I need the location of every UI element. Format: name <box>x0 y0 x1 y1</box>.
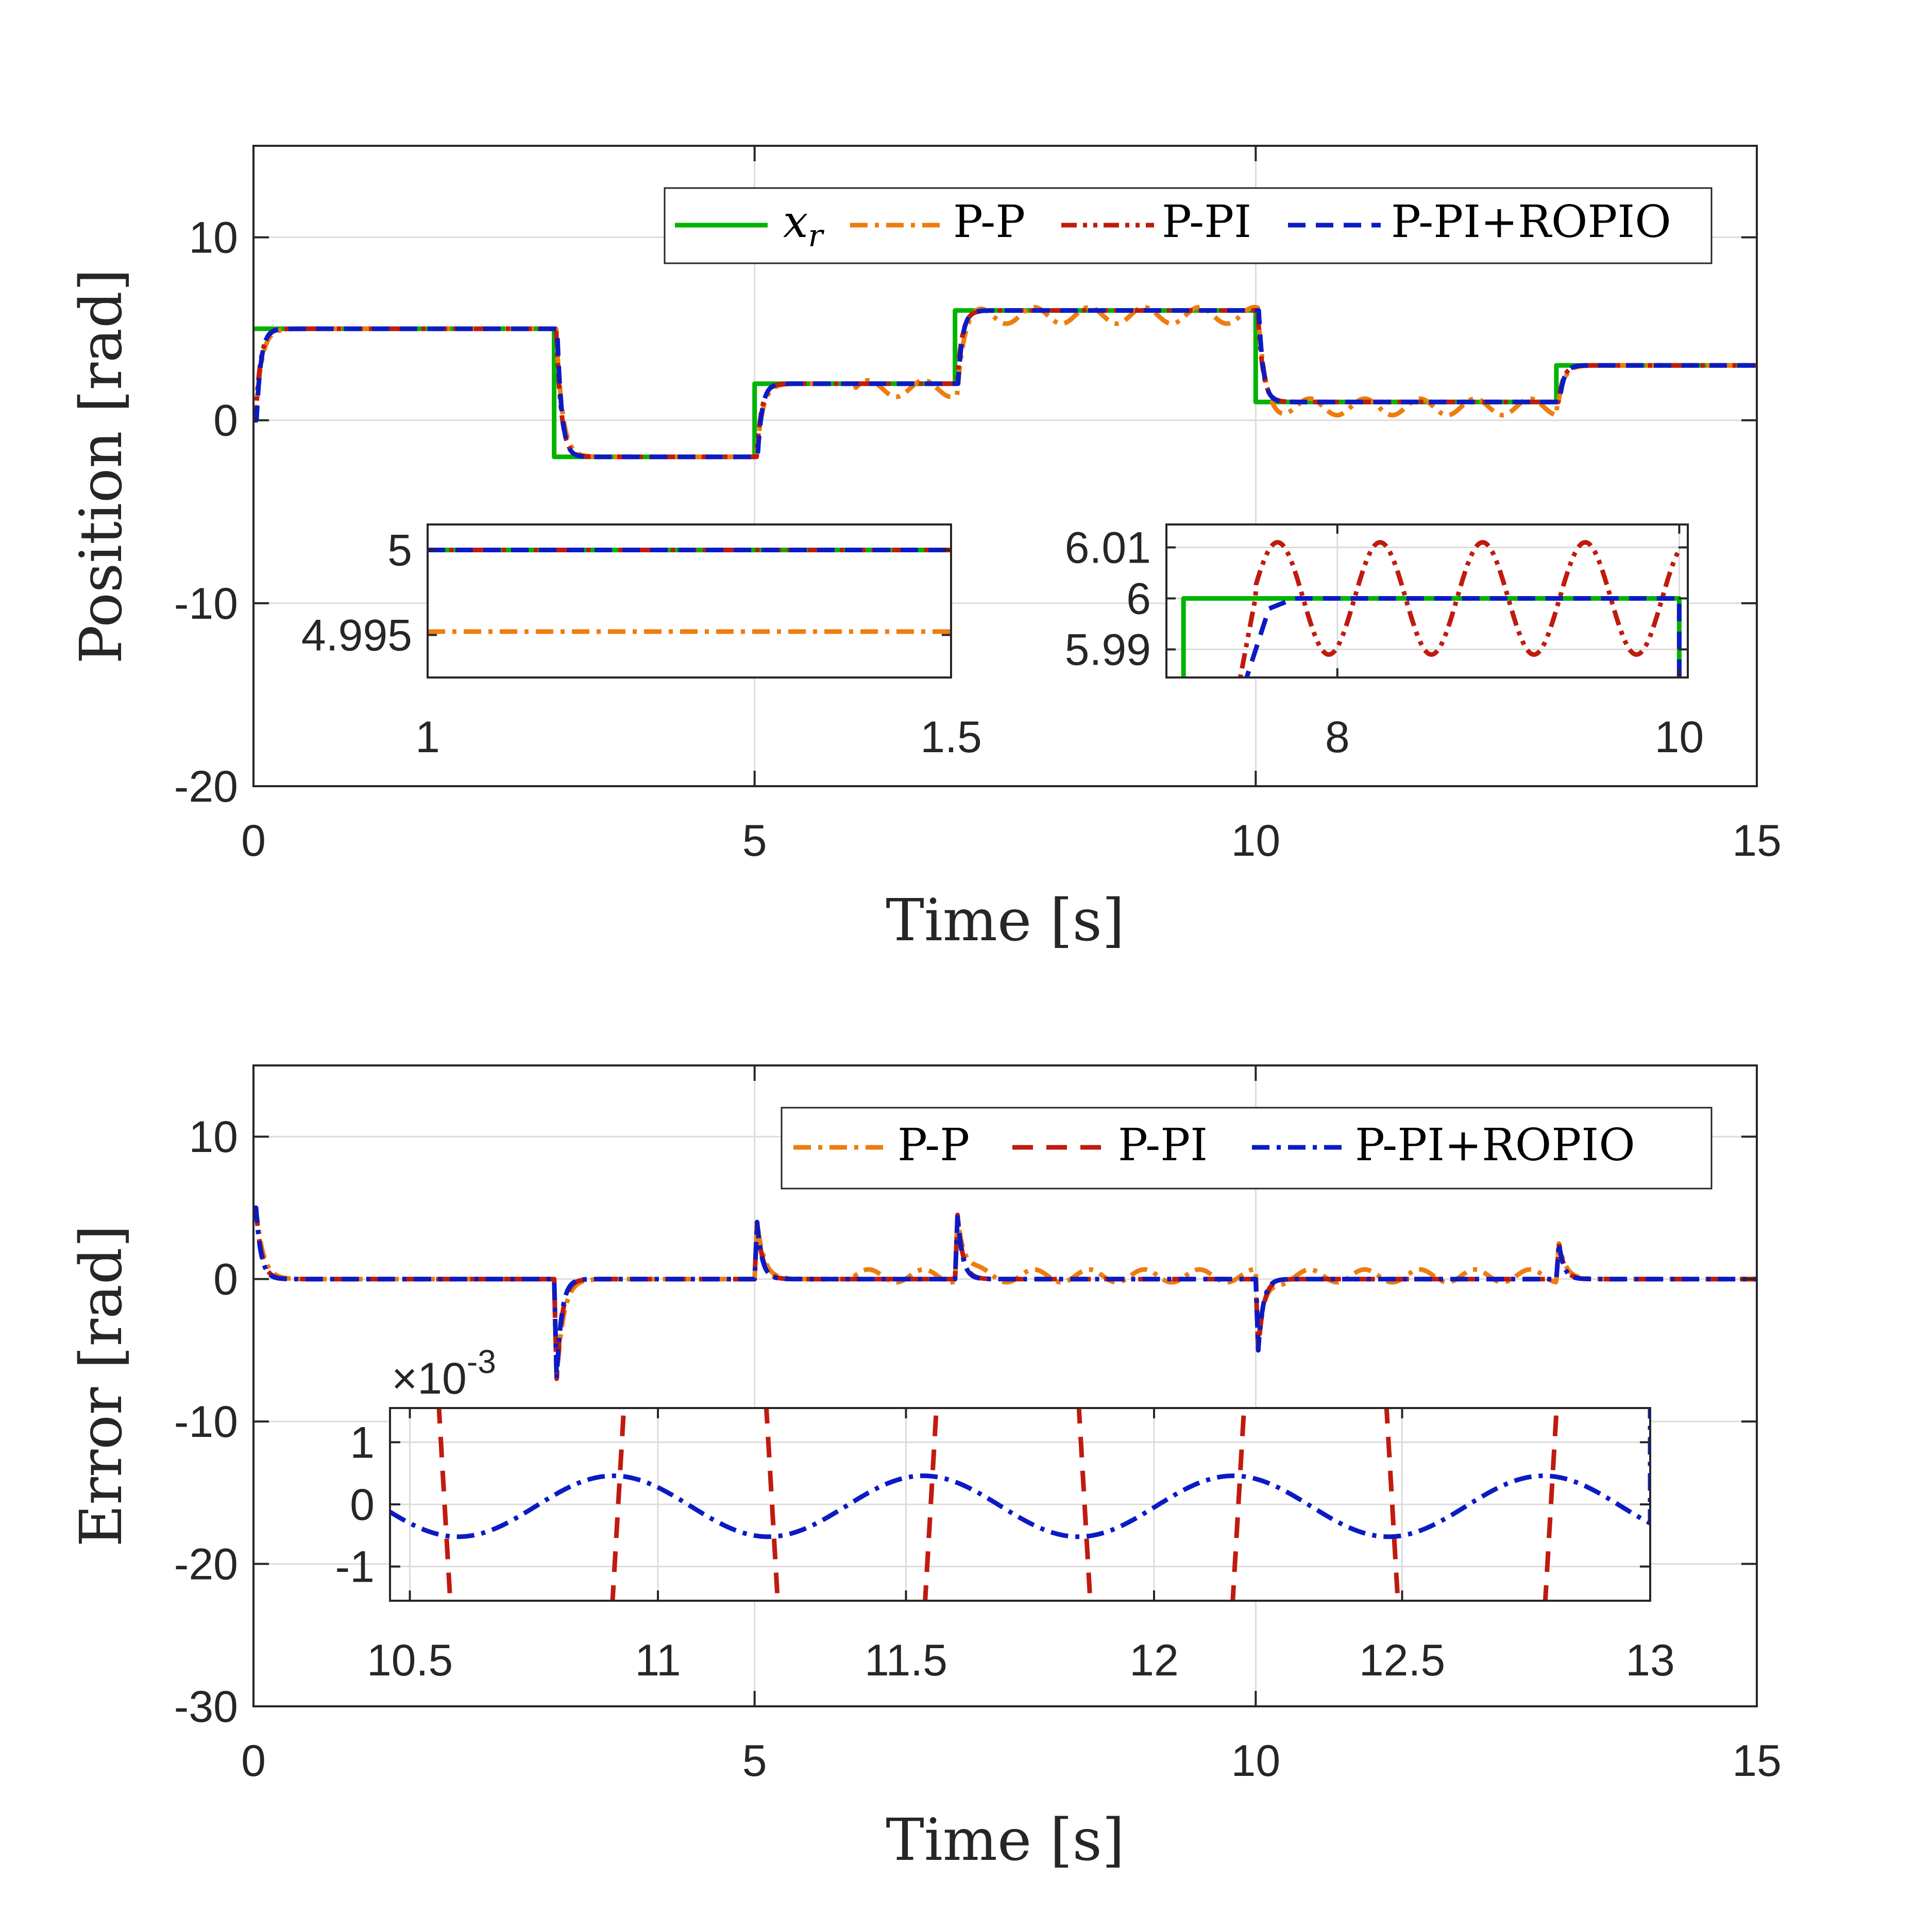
error-legend: P-P P-PI P-PI+ROPIO <box>782 1108 1711 1189</box>
legend-label-pp: P-P <box>953 196 1025 248</box>
error-inset-xtick-label-5: 13 <box>1625 1636 1675 1685</box>
error-ytick-label-0: -30 <box>174 1682 238 1732</box>
legend-label-ppi: P-PI <box>1162 196 1251 248</box>
position-ytick-label-0: -20 <box>174 762 238 811</box>
legend-label-xr-base: x <box>783 196 808 248</box>
error-xlabel: Time [s] <box>886 1807 1124 1874</box>
legend-label-ropio: P-PI+ROPIO <box>1391 196 1671 248</box>
position-ytick-label-2: 0 <box>213 396 238 446</box>
error-ytick-label-4: 10 <box>189 1112 238 1162</box>
position-xtick-label-1: 5 <box>742 816 767 866</box>
error-inset-xtick-label-1: 11 <box>635 1636 681 1685</box>
error-inset-xtick-label-2: 11.5 <box>865 1636 947 1685</box>
inset1-xtick-label-0: 1 <box>415 713 440 762</box>
position-ylabel: Position [rad] <box>68 269 135 664</box>
inset2-ytick-label-2: 5.99 <box>1065 625 1151 675</box>
inset2-xtick-label-1: 10 <box>1655 713 1704 762</box>
error-ytick-label-1: -20 <box>174 1540 238 1589</box>
position-ytick-label-3: 10 <box>189 213 238 263</box>
position-ytick-label-1: -10 <box>174 579 238 629</box>
inset1-ytick-label-1: 4.995 <box>301 611 412 660</box>
inset1-ytick-label-0: 5 <box>387 526 412 575</box>
error-inset-xtick-label-3: 12 <box>1129 1636 1179 1685</box>
inset2-ytick-label-0: 6.01 <box>1065 523 1151 573</box>
error-inset-exponent-base: ×10 <box>392 1354 467 1403</box>
error-ytick-label-2: -10 <box>174 1397 238 1447</box>
error-xtick-label-3: 15 <box>1732 1736 1782 1786</box>
error-xtick-label-0: 0 <box>241 1736 266 1786</box>
error-inset-ytick-label-0: 1 <box>350 1418 375 1467</box>
inset1-xtick-label-1: 1.5 <box>920 713 982 762</box>
error-xtick-label-1: 5 <box>742 1736 767 1786</box>
position-xtick-label-2: 10 <box>1231 816 1280 866</box>
position-inset-1-background <box>428 524 951 677</box>
position-legend: xr P-P P-PI P-PI+ROPIO <box>665 188 1711 263</box>
legend-label-ropio-error: P-PI+ROPIO <box>1355 1120 1635 1171</box>
error-inset-xtick-label-0: 10.5 <box>367 1636 453 1685</box>
inset2-ytick-label-1: 6 <box>1126 574 1151 624</box>
error-ylabel: Error [rad] <box>68 1225 135 1547</box>
position-xlabel: Time [s] <box>886 887 1124 954</box>
error-inset-exponent-power: -3 <box>467 1343 496 1380</box>
figure: 0 5 10 15-20-10010 Time [s] Position [rad] … <box>0 0 1932 1932</box>
error-inset-xtick-label-4: 12.5 <box>1359 1636 1445 1685</box>
error-inset-ytick-label-1: 0 <box>350 1480 375 1530</box>
error-inset-ytick-label-2: -1 <box>335 1543 375 1592</box>
legend-label-pp-error: P-P <box>897 1120 970 1171</box>
position-xtick-label-0: 0 <box>241 816 266 866</box>
legend-label-ppi-error: P-PI <box>1118 1120 1208 1171</box>
inset2-xtick-label-0: 8 <box>1325 713 1350 762</box>
error-ytick-label-3: 0 <box>213 1255 238 1304</box>
legend-label-xr-sub: r <box>808 218 825 254</box>
error-xtick-label-2: 10 <box>1231 1736 1280 1786</box>
position-xtick-label-3: 15 <box>1732 816 1782 866</box>
